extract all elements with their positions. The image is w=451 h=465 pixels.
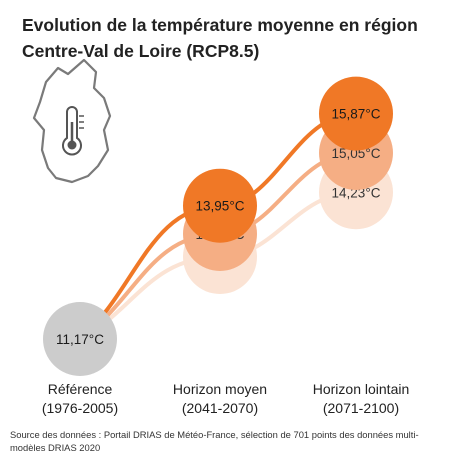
- category-label-horizon-lointain: Horizon lointain (2071-2100): [291, 380, 431, 418]
- region-outline-icon: [32, 58, 112, 184]
- category-period: (2041-2070): [181, 400, 259, 416]
- category-label-horizon-moyen: Horizon moyen (2041-2070): [150, 380, 290, 418]
- data-point-s3-1-circle: [183, 168, 257, 243]
- category-name: Horizon lointain: [312, 381, 410, 397]
- category-label-reference: Référence (1976-2005): [10, 380, 150, 418]
- data-point-reference: 11,17°C: [43, 302, 117, 376]
- data-point-s3-2: 15,87°C: [319, 76, 393, 151]
- data-point-s3-1: 13,95°C: [183, 168, 257, 243]
- chart-title-line2: Centre-Val de Loire (RCP8.5): [22, 41, 260, 61]
- category-period: (2071-2100): [322, 400, 400, 416]
- data-point-s1-2-label: 14,23°C: [332, 185, 381, 200]
- data-point-s2-2-label: 15,05°C: [332, 146, 381, 161]
- data-point-s3-2-circle: [319, 76, 393, 151]
- thermometer-icon: [62, 106, 84, 156]
- data-point-s3-2-label: 15,87°C: [332, 107, 381, 122]
- source-note: Source des données : Portail DRIAS de Mé…: [10, 429, 419, 453]
- data-point-reference-label: 11,17°C: [56, 332, 104, 347]
- data-point-s3-1-label: 13,95°C: [196, 199, 245, 214]
- chart-title-line1: Evolution de la température moyenne en r…: [22, 15, 418, 35]
- data-point-reference-circle: [43, 302, 117, 376]
- series-points: 11,17°C12,88°C14,23°C13,36°C15,05°C13,95…: [43, 76, 393, 376]
- category-name: Horizon moyen: [172, 381, 268, 397]
- chart-title: Evolution de la température moyenne en r…: [22, 12, 442, 64]
- category-name: Référence: [47, 381, 113, 397]
- category-period: (1976-2005): [41, 400, 119, 416]
